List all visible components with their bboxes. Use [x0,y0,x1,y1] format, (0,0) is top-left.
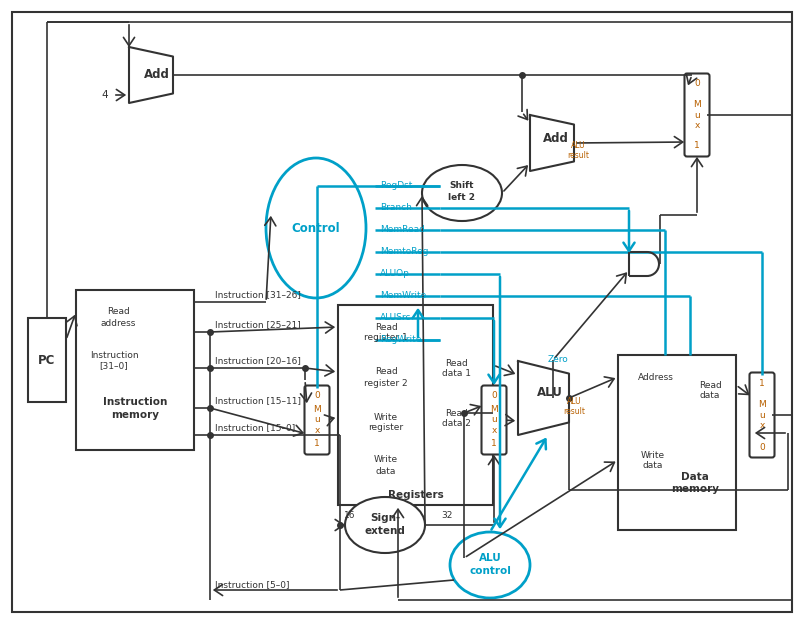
Text: Instruction: Instruction [89,351,139,359]
Text: Read: Read [445,359,467,367]
Text: Add: Add [144,68,170,81]
Text: register 2: register 2 [364,379,408,387]
Text: MemtoReg: MemtoReg [380,247,429,257]
Text: register: register [368,424,404,433]
Text: data 2: data 2 [442,419,471,428]
Text: 4: 4 [102,90,108,100]
Text: data 1: data 1 [442,369,471,377]
Text: 1: 1 [694,141,700,150]
FancyBboxPatch shape [750,372,775,458]
Text: register 1: register 1 [364,334,408,342]
Text: Instruction [20–16]: Instruction [20–16] [215,356,301,366]
Text: ALU: ALU [567,396,581,406]
FancyBboxPatch shape [305,386,330,454]
Text: 0: 0 [759,443,765,451]
Text: ALU: ALU [479,553,501,563]
Text: RegDst: RegDst [380,182,413,190]
Text: 1: 1 [491,439,496,448]
Text: Read: Read [106,307,130,317]
Text: memory: memory [671,484,719,494]
Text: M
u
x: M u x [758,400,766,430]
Text: Instruction [31–26]: Instruction [31–26] [215,290,301,299]
Text: ALUSrc: ALUSrc [380,314,411,322]
Text: data: data [376,466,397,476]
Text: Zero: Zero [547,356,568,364]
Text: Read: Read [445,409,467,418]
Ellipse shape [266,158,366,298]
Text: Read: Read [375,322,397,332]
Text: Write: Write [374,456,398,464]
Text: Write: Write [374,413,398,421]
Ellipse shape [345,497,425,553]
FancyBboxPatch shape [684,73,709,156]
Text: Instruction [15–11]: Instruction [15–11] [215,396,301,406]
Text: [31–0]: [31–0] [100,361,128,371]
Text: 0: 0 [491,391,496,401]
Text: Add: Add [543,131,569,145]
Text: ALU: ALU [571,141,585,150]
Bar [76,290,194,450]
Text: address: address [100,319,135,327]
Text: Read: Read [375,367,397,376]
Text: data: data [700,391,721,401]
Text: Instruction: Instruction [103,397,167,407]
Text: result: result [563,408,585,416]
Text: Shift: Shift [450,182,474,190]
Text: Data: Data [681,472,709,482]
Text: extend: extend [364,526,405,536]
Text: Sign-: Sign- [370,513,400,523]
Text: control: control [469,566,511,576]
Text: Instruction [5–0]: Instruction [5–0] [215,580,289,590]
Text: RegWrite: RegWrite [380,336,422,344]
Text: Write: Write [641,451,665,459]
Text: data: data [643,461,663,471]
Text: PC: PC [39,354,56,366]
Text: MemWrite: MemWrite [380,292,426,300]
Bar [618,355,736,530]
Text: result: result [567,151,589,160]
Text: 0: 0 [694,80,700,88]
Text: ALU: ALU [537,386,563,399]
Text: Read: Read [699,381,721,389]
Text: M
u
x: M u x [693,100,701,130]
Text: left 2: left 2 [448,193,476,202]
Ellipse shape [450,532,530,598]
Text: M
u
x: M u x [490,405,498,435]
FancyBboxPatch shape [481,386,506,454]
Text: 0: 0 [314,391,320,401]
Text: 1: 1 [759,379,765,387]
Text: Instruction [25–21]: Instruction [25–21] [215,321,301,329]
Text: Control: Control [292,222,340,235]
Text: Branch: Branch [380,203,412,212]
Text: Instruction [15–0]: Instruction [15–0] [215,424,295,433]
Text: memory: memory [111,410,159,420]
Bar [338,305,493,505]
Text: 1: 1 [314,439,320,448]
Text: Registers: Registers [388,490,443,500]
Text: 32: 32 [442,510,453,520]
Text: 16: 16 [344,510,355,520]
Text: ALUOp: ALUOp [380,270,410,279]
Bar [28,318,66,402]
Text: M
u
x: M u x [313,405,321,435]
Bar [210,163,378,605]
Ellipse shape [422,165,502,221]
Text: Address: Address [638,372,674,381]
Text: MemRead: MemRead [380,225,425,235]
